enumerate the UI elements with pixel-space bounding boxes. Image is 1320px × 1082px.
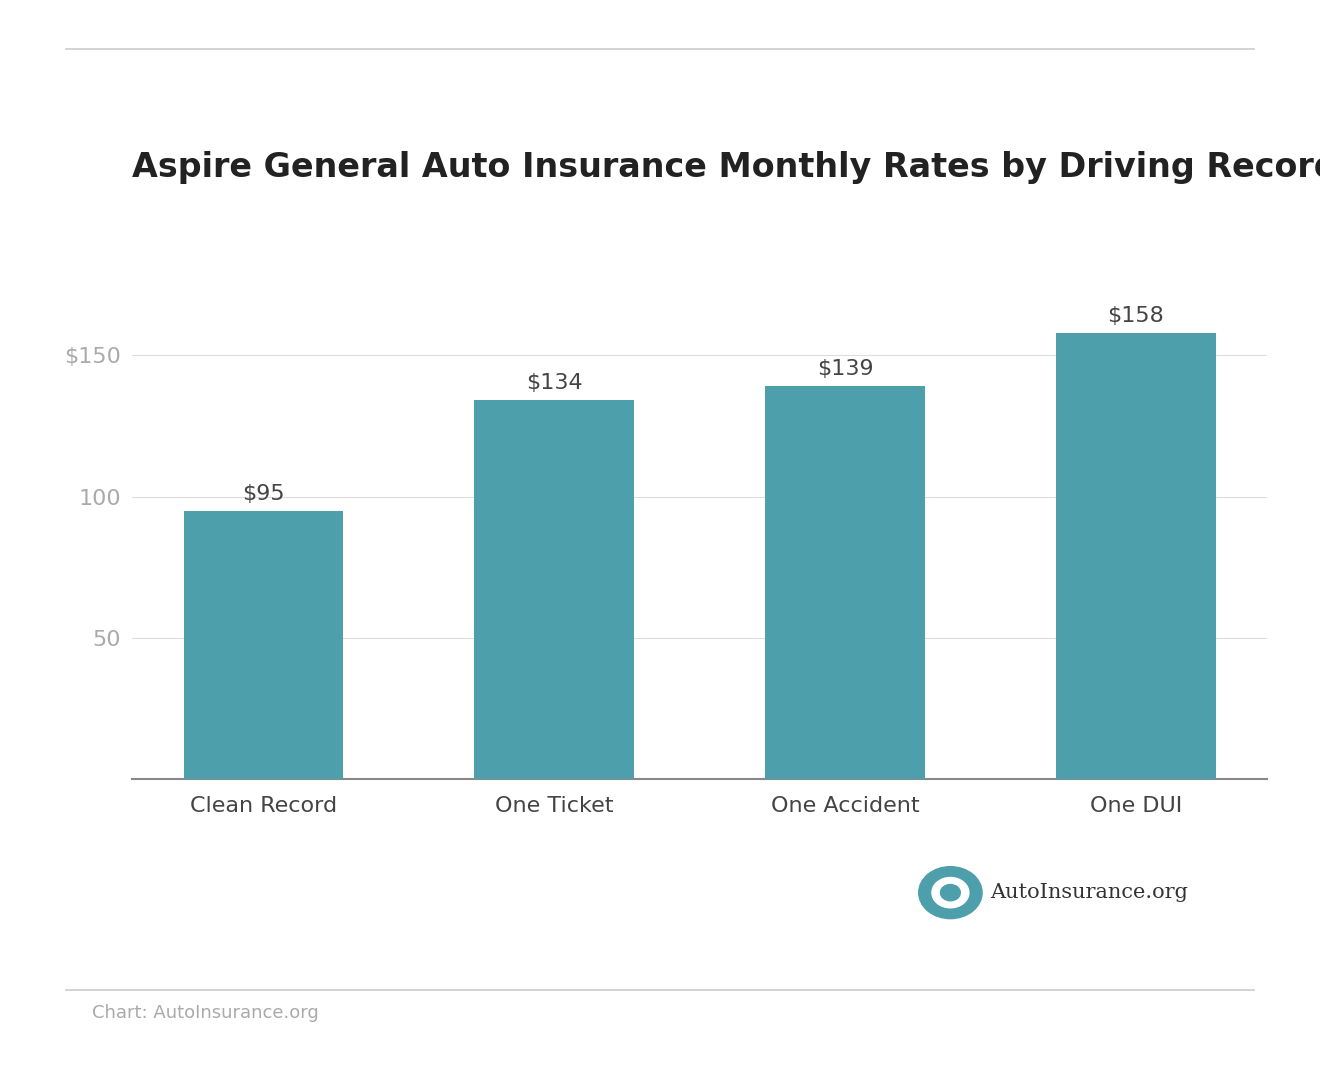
Bar — [766, 386, 925, 779]
Bar — [1056, 332, 1216, 779]
Text: $134: $134 — [525, 373, 582, 394]
Text: $139: $139 — [817, 359, 874, 380]
Bar — [183, 511, 343, 779]
Circle shape — [940, 885, 961, 900]
Text: AutoInsurance.org: AutoInsurance.org — [990, 883, 1188, 902]
Circle shape — [932, 878, 969, 908]
Text: $95: $95 — [243, 484, 285, 503]
Text: Aspire General Auto Insurance Monthly Rates by Driving Record: Aspire General Auto Insurance Monthly Ra… — [132, 151, 1320, 184]
Text: Chart: AutoInsurance.org: Chart: AutoInsurance.org — [92, 1004, 319, 1022]
Text: $158: $158 — [1107, 305, 1164, 326]
Circle shape — [919, 867, 982, 919]
Bar — [474, 400, 634, 779]
